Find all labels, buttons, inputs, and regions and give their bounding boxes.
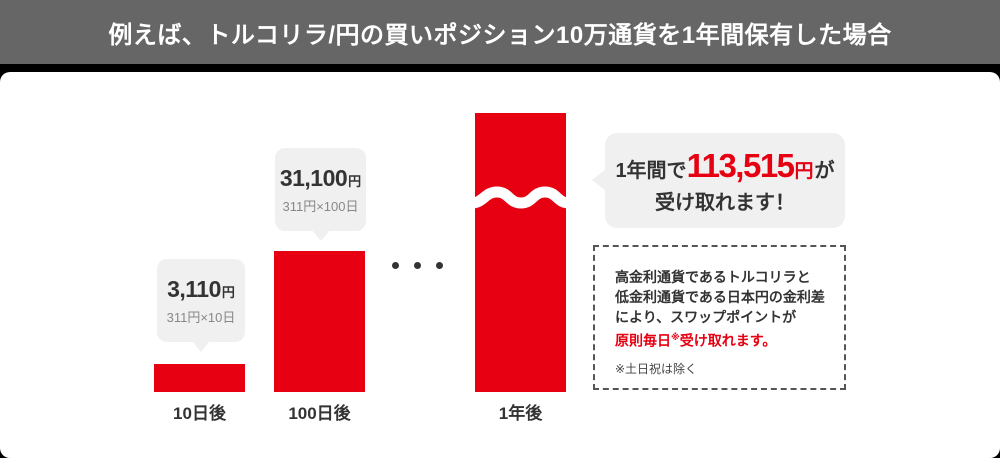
result-amount: 113,515 [686,146,795,184]
result-line2: 受け取れます！ [655,191,795,214]
callout-100-days: 31,100 円 311円×100日 [275,148,366,241]
dot-icon [436,262,443,269]
note-line: により、スワップポイントが [615,309,797,325]
result-line1: 1年間で 113,515 円 が [615,149,834,183]
callout-10-days-unit: 円 [221,284,235,300]
result-prefix: 1年間で [615,159,687,182]
callout-10-days-formula: 311円×10日 [166,309,236,325]
x-label-100-days: 100日後 [288,404,351,423]
x-label-1-year: 1年後 [498,404,543,423]
callout-10-days-amount: 3,110 [167,275,221,302]
note-highlight-asterisk: ※ [671,332,680,342]
bar-10-days [154,364,245,392]
result-unit: 円 [794,160,814,182]
note-line: 低金利通貨である日本円の金利差 [615,289,825,305]
callout-10-days: 3,110 円 311円×10日 [157,259,245,352]
result-suffix: が [814,159,835,182]
note-highlight-text2: 受け取れます。 [679,332,777,349]
x-label-10-days: 10日後 [173,404,226,423]
swap-explanation-box: 高金利通貨であるトルコリラと 低金利通貨である日本円の金利差 により、スワップポ… [593,245,846,390]
note-line: 高金利通貨であるトルコリラと [615,269,811,285]
callout-100-days-amount-row: 31,100 円 [280,165,361,192]
callout-100-days-formula: 311円×100日 [282,198,359,214]
note-footnote: ※土日祝は除く [615,361,698,376]
callout-100-days-amount: 31,100 [279,164,348,191]
callout-100-days-unit: 円 [348,173,362,189]
bar-1-year [475,113,566,392]
note-highlight-line: 原則毎日※受け取れます。 [615,327,844,351]
bar-100-days [274,251,365,392]
bubble-tail-icon [592,169,606,191]
result-bubble: 1年間で 113,515 円 が 受け取れます！ [592,133,845,228]
callout-tail-icon [192,341,210,352]
dot-icon [392,262,399,269]
dot-icon [414,262,421,269]
header-bar: 例えば、トルコリラ/円の買いポジション10万通貨を1年間保有した場合 [0,0,1000,64]
note-highlight-text1: 原則毎日 [615,332,671,349]
ellipsis-dots-icon [392,262,443,269]
chart-card: 3,110 円 311円×10日 31,100 円 311円×100日 10日後… [0,72,1000,458]
callout-tail-icon [311,230,330,241]
page-title: 例えば、トルコリラ/円の買いポジション10万通貨を1年間保有した場合 [108,21,892,49]
callout-10-days-amount-row: 3,110 円 [167,276,235,303]
wave-break-icon [475,186,566,209]
